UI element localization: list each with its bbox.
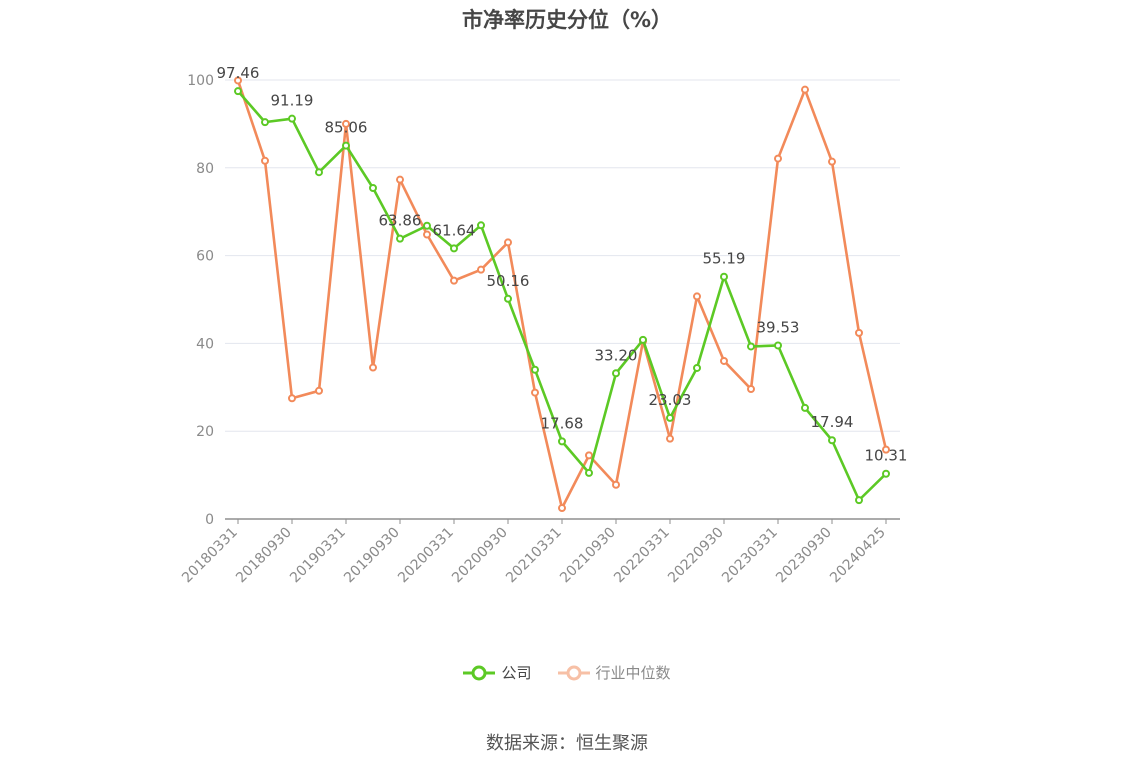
x-tick-label: 20180930 (233, 525, 295, 587)
y-tick-label: 0 (205, 512, 214, 528)
industry-median-point (882, 445, 890, 454)
x-tick-label: 20200331 (395, 525, 457, 587)
company-point (828, 436, 836, 445)
company-data-label: 10.31 (865, 447, 908, 465)
company-point (639, 335, 647, 344)
industry-median-point (531, 388, 539, 397)
company-point (801, 403, 809, 412)
company-point (747, 342, 755, 351)
y-tick-label: 60 (196, 249, 214, 265)
company-point (423, 221, 431, 230)
company-point (234, 87, 242, 96)
industry-median-point (504, 238, 512, 247)
x-tick-label: 20180331 (179, 525, 241, 587)
company-point (612, 369, 620, 378)
company-data-label: 91.19 (271, 92, 314, 110)
industry-median-point (855, 328, 863, 337)
company-data-label: 55.19 (703, 250, 746, 268)
company-data-label: 39.53 (757, 318, 800, 336)
x-tick-label: 20190930 (341, 525, 403, 587)
industry-median-point (585, 451, 593, 460)
industry-median-point (720, 356, 728, 365)
company-point (288, 114, 296, 123)
industry-median-point (774, 154, 782, 163)
company-data-label: 17.68 (541, 414, 584, 432)
company-point (450, 244, 458, 253)
legend-item-industry-median[interactable]: 行业中位数 (557, 662, 671, 683)
company-point (882, 469, 890, 478)
company-point (720, 272, 728, 281)
industry-median-point (396, 175, 404, 184)
industry-median-point (612, 480, 620, 489)
x-tick-label: 20200930 (449, 525, 511, 587)
company-point (855, 496, 863, 505)
legend-industry-line-icon (557, 665, 590, 680)
legend: 公司 行业中位数 (0, 662, 1134, 683)
company-data-label: 50.16 (487, 272, 530, 290)
industry-median-point (747, 385, 755, 394)
company-point (774, 341, 782, 350)
industry-median-point (558, 504, 566, 513)
industry-median-point (450, 276, 458, 285)
legend-industry-label: 行业中位数 (595, 664, 671, 682)
x-tick-label: 20210331 (503, 525, 565, 587)
x-tick-label: 20230930 (773, 525, 835, 587)
company-point (693, 363, 701, 372)
company-point (369, 183, 377, 192)
industry-median-point (801, 85, 809, 94)
industry-median-point (315, 386, 323, 395)
company-point (477, 221, 485, 230)
company-data-label: 61.64 (433, 221, 476, 239)
company-point (666, 413, 674, 422)
company-point (261, 118, 269, 127)
grid-layer (225, 79, 900, 432)
industry-median-point (693, 292, 701, 301)
x-tick-label: 20240425 (827, 525, 889, 587)
x-tick-label: 20230331 (719, 525, 781, 587)
y-tick-label: 40 (196, 336, 214, 352)
company-data-label: 97.46 (217, 64, 260, 82)
source-note: 数据来源：恒生聚源 (486, 733, 648, 754)
company-point (396, 234, 404, 243)
company-point (558, 437, 566, 446)
chart-title: 市净率历史分位（%） (461, 8, 673, 32)
company-point (315, 168, 323, 177)
industry-median-point (369, 363, 377, 372)
company-data-label: 23.03 (649, 391, 692, 409)
company-point (504, 294, 512, 303)
company-data-label: 63.86 (379, 212, 422, 230)
industry-median-point (288, 394, 296, 403)
legend-company-line-icon (463, 665, 496, 680)
company-data-label: 17.94 (811, 413, 854, 431)
company-point (531, 365, 539, 374)
x-tick-label: 20220331 (611, 525, 673, 587)
industry-median-point (828, 157, 836, 166)
company-data-label: 85.06 (325, 119, 368, 137)
x-tick-label: 20220930 (665, 525, 727, 587)
industry-median-point (423, 230, 431, 239)
x-tick-label: 20210930 (557, 525, 619, 587)
industry-median-point (234, 76, 242, 85)
data-label-layer: 97.46 91.19 85.06 63.86 61.64 50.16 17.68 33.20… (217, 64, 908, 465)
y-tick-label: 20 (196, 424, 214, 440)
x-tick-label: 20190331 (287, 525, 349, 587)
series-layer (234, 76, 890, 513)
industry-median-point (261, 156, 269, 165)
y-tick-label: 80 (196, 161, 214, 177)
industry-median-point (342, 119, 350, 128)
y-tick-label: 100 (187, 73, 214, 89)
company-point (342, 141, 350, 150)
industry-median-point (666, 434, 674, 443)
company-point (585, 468, 593, 477)
legend-company-label: 公司 (501, 664, 532, 682)
industry-median-point (477, 265, 485, 274)
legend-item-company[interactable]: 公司 (463, 662, 532, 683)
company-data-label: 33.20 (595, 346, 638, 364)
